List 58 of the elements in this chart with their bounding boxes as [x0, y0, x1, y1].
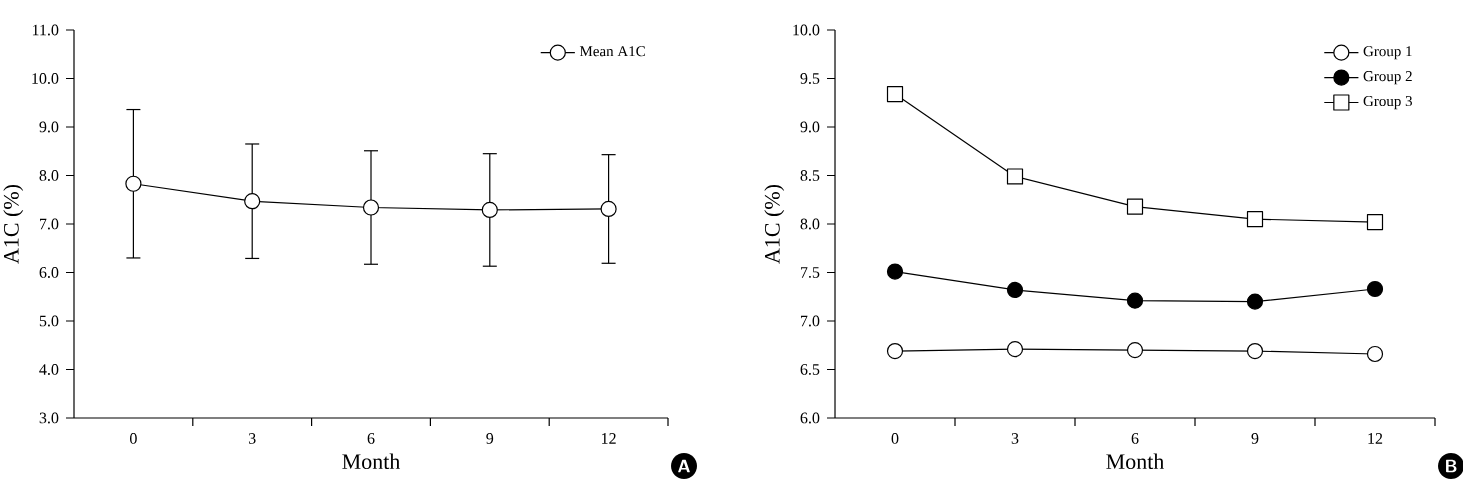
- point: [1366, 345, 1384, 363]
- point: [1006, 281, 1024, 299]
- point: [1246, 211, 1264, 228]
- y-tick-label: 6.5: [800, 364, 820, 375]
- x-tick-label: 6: [367, 433, 375, 444]
- point: [886, 263, 904, 280]
- legend-label: Group 3: [1363, 96, 1412, 110]
- point: [886, 342, 904, 360]
- x-tick-label: 9: [1251, 433, 1259, 444]
- point: [362, 199, 380, 216]
- point: [1126, 342, 1144, 359]
- y-tick-label: 10.0: [32, 73, 59, 84]
- y-tick-label: 4.0: [39, 364, 59, 375]
- y-tick-label: 5.0: [39, 315, 59, 327]
- y-tick-label: 9.5: [800, 73, 820, 84]
- x-tick-label: 9: [486, 433, 494, 444]
- y-tick-label: 11.0: [32, 24, 59, 36]
- point: [1366, 213, 1384, 231]
- point: [244, 193, 261, 210]
- y-tick-label: 8.0: [800, 218, 820, 230]
- point: [1366, 280, 1384, 298]
- point: [1126, 198, 1144, 215]
- y-tick-label: 9.0: [39, 121, 59, 133]
- point: [600, 200, 617, 218]
- y-tick-label: 8.5: [800, 170, 820, 181]
- y-axis-title: A1C (%): [764, 184, 785, 264]
- x-tick-label: 12: [602, 433, 616, 444]
- y-tick-label: 6.0: [800, 412, 820, 424]
- y-tick-label: 7.5: [801, 267, 820, 278]
- point: [1006, 341, 1024, 358]
- point: [125, 175, 142, 192]
- legend-label: Mean A1C: [579, 46, 645, 57]
- point: [1246, 293, 1264, 310]
- y-axis-title: A1C (%): [3, 184, 24, 264]
- y-tick-label: 9.0: [800, 121, 820, 133]
- x-tick-label: 3: [1011, 433, 1019, 444]
- x-tick-label: 0: [891, 433, 899, 444]
- x-axis-title: Month: [342, 453, 401, 470]
- point: [886, 85, 904, 103]
- point: [481, 201, 498, 219]
- point: [1246, 342, 1264, 360]
- x-tick-label: 0: [130, 433, 137, 444]
- point: [1126, 292, 1144, 309]
- text: B: [1446, 459, 1457, 473]
- y-tick-label: 3.0: [39, 412, 59, 424]
- x-tick-label: 6: [1131, 433, 1139, 444]
- legend-label: Group 1: [1363, 46, 1412, 60]
- text: A: [678, 459, 690, 473]
- y-tick-label: 7.0: [801, 315, 820, 327]
- point: [1006, 168, 1024, 185]
- y-tick-label: 7.0: [40, 218, 59, 230]
- y-tick-label: 8.0: [39, 170, 59, 181]
- x-axis-title: Month: [1106, 453, 1165, 470]
- y-tick-label: 10.0: [793, 24, 820, 36]
- legend-label: Group 2: [1363, 71, 1412, 85]
- y-tick-label: 6.0: [39, 267, 59, 278]
- x-tick-label: 3: [248, 433, 256, 444]
- x-tick-label: 12: [1368, 433, 1383, 444]
